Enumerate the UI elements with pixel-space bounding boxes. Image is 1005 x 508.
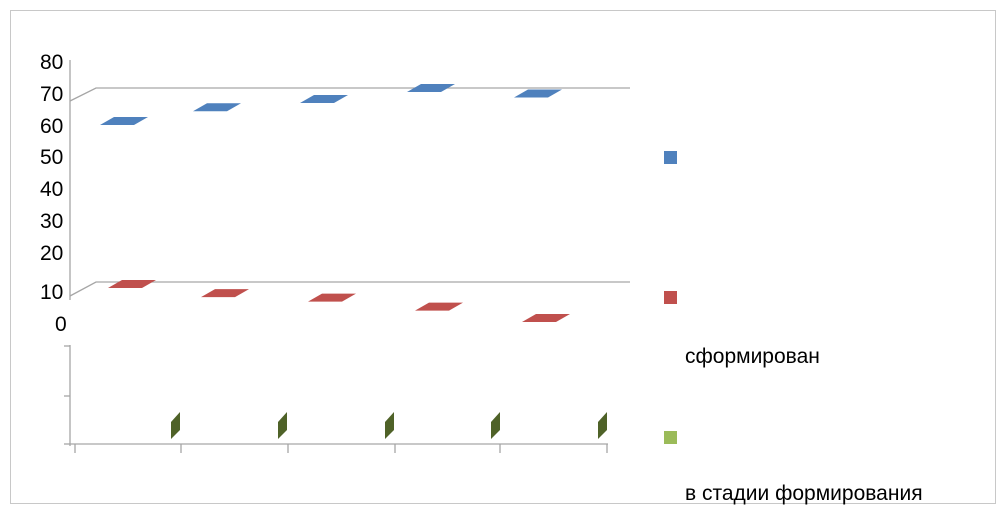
legend-swatch-blue [664, 151, 677, 164]
series-red-mark [308, 293, 356, 302]
legend-swatch-red [664, 291, 677, 304]
series-red-mark [201, 289, 249, 298]
series-green-mark [598, 412, 607, 439]
y-tick-label: 60 [40, 115, 63, 138]
series-blue-mark [514, 89, 562, 98]
series-red-mark [415, 302, 463, 311]
legend-label-series-2: сформирован [685, 345, 820, 368]
y-tick-label: 10 [40, 281, 63, 304]
series-red-mark [522, 314, 570, 322]
top-gridline [69, 87, 630, 102]
y-tick-label: 40 [40, 178, 63, 201]
series-red-marks [108, 280, 570, 322]
series-blue-marks [100, 84, 562, 125]
series-blue-mark [407, 84, 455, 92]
series-green-mark [278, 412, 287, 439]
y-tick-label: 70 [40, 83, 63, 106]
series-green-mark [385, 412, 394, 439]
series-blue-mark [100, 117, 148, 125]
y-tick-label: 50 [40, 146, 63, 169]
series-green-mark [171, 412, 180, 439]
y-tick-label: 0 [55, 313, 67, 336]
axes [64, 60, 608, 453]
y-tick-label: 20 [40, 242, 63, 265]
legend-swatch-green [664, 431, 677, 444]
lower-gridline [69, 281, 630, 297]
series-blue-mark [193, 103, 241, 112]
y-tick-label: 30 [40, 210, 63, 233]
legend-label-series-3: в стадии формирования [685, 482, 923, 505]
series-green-marks [171, 412, 607, 439]
series-red-mark [108, 280, 156, 288]
series-green-mark [491, 412, 500, 439]
y-tick-label: 80 [40, 51, 63, 74]
gridlines [69, 87, 630, 297]
series-blue-mark [300, 95, 348, 103]
y-axis-tick-labels: 80 70 60 50 40 30 20 10 0 [40, 51, 67, 336]
legend: сформирован в стадии формирования [664, 151, 923, 505]
